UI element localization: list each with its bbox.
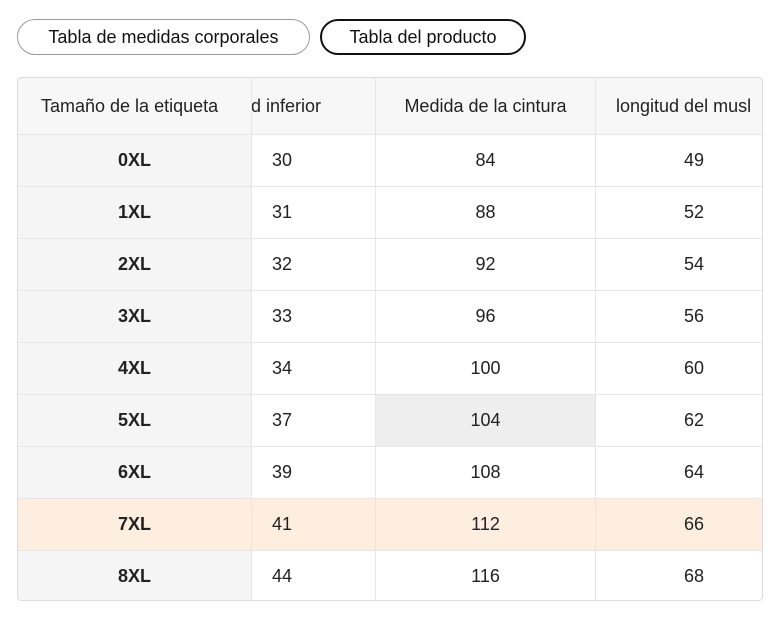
thigh-length-cell: 54 <box>684 254 705 274</box>
header-thigh-length: longitud del musl <box>596 78 762 134</box>
lower-length-cell: 44 <box>252 551 376 600</box>
thigh-length-cell: 56 <box>684 306 705 326</box>
lower-length-cell: 41 <box>252 499 376 550</box>
table-row: 5XL 37 104 62 <box>18 395 762 447</box>
size-chart-tabs: Tabla de medidas corporales Tabla del pr… <box>17 19 526 55</box>
size-cell: 5XL <box>18 395 252 446</box>
size-cell: 1XL <box>18 187 252 238</box>
size-cell: 8XL <box>18 551 252 600</box>
table-row: 6XL 39 108 64 <box>18 447 762 499</box>
waist-cell: 112 <box>376 499 596 550</box>
table-row: 7XL 41 112 66 <box>18 499 762 551</box>
waist-cell: 104 <box>376 395 596 446</box>
size-cell: 6XL <box>18 447 252 498</box>
thigh-length-cell: 64 <box>684 462 705 482</box>
table-row: 3XL 33 96 56 <box>18 291 762 343</box>
size-cell: 2XL <box>18 239 252 290</box>
header-lower-length-text: gitud inferior <box>252 95 322 116</box>
lower-length-cell: 34 <box>252 343 376 394</box>
size-cell: 4XL <box>18 343 252 394</box>
table-header-row: Tamaño de la etiqueta gitud inferior Med… <box>18 78 762 135</box>
lower-length-cell: 30 <box>252 135 376 186</box>
thigh-length-cell: 68 <box>684 566 705 586</box>
header-lower-length: gitud inferior <box>252 78 376 134</box>
lower-length-cell: 32 <box>252 239 376 290</box>
waist-cell: 92 <box>376 239 596 290</box>
size-table[interactable]: Tamaño de la etiqueta gitud inferior Med… <box>17 77 763 601</box>
thigh-length-cell: 66 <box>684 514 705 534</box>
lower-length-cell: 31 <box>252 187 376 238</box>
lower-length-cell: 37 <box>252 395 376 446</box>
size-cell: 3XL <box>18 291 252 342</box>
thigh-length-cell: 52 <box>684 202 705 222</box>
thigh-length-cell: 62 <box>684 410 705 430</box>
size-cell: 0XL <box>18 135 252 186</box>
header-label-size: Tamaño de la etiqueta <box>18 78 252 134</box>
lower-length-cell: 33 <box>252 291 376 342</box>
waist-cell: 108 <box>376 447 596 498</box>
waist-cell: 84 <box>376 135 596 186</box>
table-row: 1XL 31 88 52 <box>18 187 762 239</box>
lower-length-cell: 39 <box>252 447 376 498</box>
tab-product-chart[interactable]: Tabla del producto <box>320 19 526 55</box>
size-table-grid: Tamaño de la etiqueta gitud inferior Med… <box>18 78 762 600</box>
waist-cell: 100 <box>376 343 596 394</box>
size-cell: 7XL <box>18 499 252 550</box>
waist-cell: 88 <box>376 187 596 238</box>
thigh-length-cell: 60 <box>684 358 705 378</box>
waist-cell: 96 <box>376 291 596 342</box>
tab-body-measurements[interactable]: Tabla de medidas corporales <box>17 19 310 55</box>
table-row: 4XL 34 100 60 <box>18 343 762 395</box>
header-waist: Medida de la cintura <box>376 78 596 134</box>
table-row: 8XL 44 116 68 <box>18 551 762 600</box>
thigh-length-cell: 49 <box>684 150 705 170</box>
waist-cell: 116 <box>376 551 596 600</box>
table-row: 0XL 30 84 49 <box>18 135 762 187</box>
table-row: 2XL 32 92 54 <box>18 239 762 291</box>
